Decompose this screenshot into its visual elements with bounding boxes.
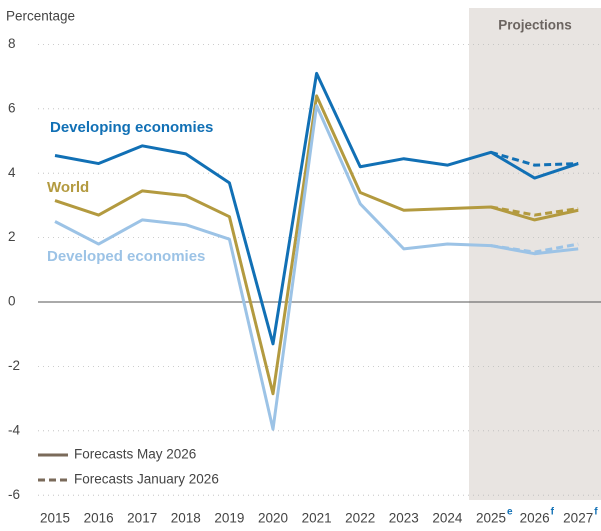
forecast-january-line [490,150,579,167]
x-tick-label: 2017 [127,511,157,526]
y-tick-label: 4 [8,165,16,180]
x-tick-label: 2019 [214,511,244,526]
series-label: World [47,179,89,196]
y-tick-label: 8 [8,36,16,51]
x-tick-label: 2027 [563,511,593,526]
y-axis-label: Percentage [6,9,75,24]
forecast-may-line [54,94,579,396]
forecast-may-line [54,71,579,346]
forecast-may-line [54,104,579,431]
x-tick-label: 2021 [302,511,332,526]
x-tick-label: 2018 [171,511,201,526]
y-tick-label: -4 [8,422,20,437]
legend-label: Forecasts May 2026 [74,447,196,462]
x-tick-label: 2020 [258,511,288,526]
x-tick-superscript: f [594,507,598,518]
projection-label: Projections [498,18,572,33]
y-tick-label: -6 [8,487,20,502]
y-tick-label: 0 [8,294,16,309]
x-tick-label: 2022 [345,511,375,526]
x-tick-superscript: e [507,507,513,518]
x-tick-label: 2023 [389,511,419,526]
x-tick-label: 2026 [520,511,550,526]
x-tick-label: 2016 [84,511,114,526]
y-tick-label: 2 [8,229,16,244]
x-tick-superscript: f [551,507,555,518]
x-tick-label: 2024 [432,511,463,526]
x-tick-label: 2015 [40,511,70,526]
y-tick-label: 6 [8,100,16,115]
y-tick-label: -2 [8,358,20,373]
series-label: Developed economies [47,248,205,265]
series-label: Developing economies [50,119,213,136]
x-tick-label: 2025 [476,511,506,526]
forecast-january-line [490,205,579,217]
legend-label: Forecasts January 2026 [74,472,219,487]
